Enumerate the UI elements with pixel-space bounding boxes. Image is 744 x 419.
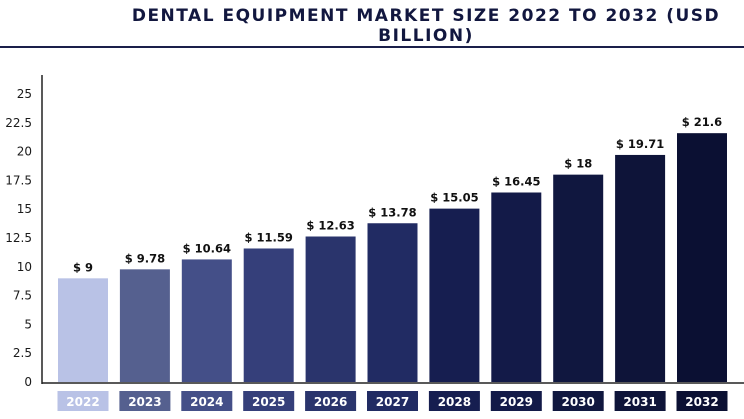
category-label-background	[367, 391, 418, 411]
category-label-background	[490, 391, 542, 411]
y-tick-label: 5	[24, 317, 32, 331]
x-category-label: 2032	[685, 395, 718, 409]
x-category-label: 2022	[66, 395, 99, 409]
category-label-background	[676, 391, 728, 411]
bar-2030	[553, 174, 604, 382]
bar-2032	[677, 133, 727, 382]
bar-2028	[429, 208, 480, 382]
category-label-background	[552, 391, 604, 411]
bar-value-label: $ 16.45	[492, 174, 540, 188]
x-category-label: 2025	[252, 395, 285, 409]
x-category-label: 2027	[376, 395, 409, 409]
category-label-background	[428, 391, 480, 411]
bar-2027	[367, 223, 418, 382]
bar-2025	[243, 248, 294, 382]
category-label-background	[614, 391, 666, 411]
bar-2022	[58, 278, 108, 382]
bar-value-label: $ 21.6	[682, 115, 722, 129]
y-tick-label: 12.5	[5, 231, 32, 245]
x-category-label: 2029	[500, 395, 533, 409]
category-label-background	[181, 391, 233, 411]
bar-value-label: $ 9.78	[125, 251, 165, 265]
bar-value-label: $ 13.78	[368, 205, 416, 219]
y-tick-label: 2.5	[13, 346, 32, 360]
title-divider	[0, 46, 744, 48]
bar-value-label: $ 12.63	[306, 219, 354, 233]
y-tick-label: 0	[24, 375, 32, 389]
category-label-background	[305, 391, 357, 411]
bar-value-label: $ 15.05	[430, 191, 478, 205]
x-category-label: 2028	[438, 395, 471, 409]
bar-2023	[119, 269, 170, 382]
bar-value-label: $ 10.64	[183, 241, 231, 255]
x-category-label: 2023	[128, 395, 161, 409]
x-category-label: 2031	[623, 395, 656, 409]
chart-title: DENTAL EQUIPMENT MARKET SIZE 2022 TO 203…	[131, 6, 721, 46]
x-category-label: 2026	[314, 395, 347, 409]
category-label-background	[243, 391, 295, 411]
bar-value-label: $ 9	[73, 260, 93, 274]
bar-2026	[305, 236, 356, 382]
x-category-label: 2024	[190, 395, 223, 409]
y-tick-label: 25	[17, 87, 32, 101]
y-tick-label: 20	[17, 145, 32, 159]
y-tick-label: 17.5	[5, 173, 32, 187]
bar-value-label: $ 19.71	[616, 137, 664, 151]
bar-value-label: $ 11.59	[245, 230, 293, 244]
category-label-background	[119, 391, 171, 411]
bar-2031	[615, 154, 666, 382]
y-tick-label: 15	[17, 202, 32, 216]
bar-2024	[181, 259, 232, 382]
x-category-label: 2030	[561, 395, 594, 409]
bar-value-label: $ 18	[564, 157, 592, 171]
y-tick-label: 7.5	[13, 289, 32, 303]
y-tick-label: 22.5	[5, 116, 32, 130]
bar-2029	[491, 192, 542, 382]
y-tick-label: 10	[17, 260, 32, 274]
category-label-background	[57, 391, 109, 411]
